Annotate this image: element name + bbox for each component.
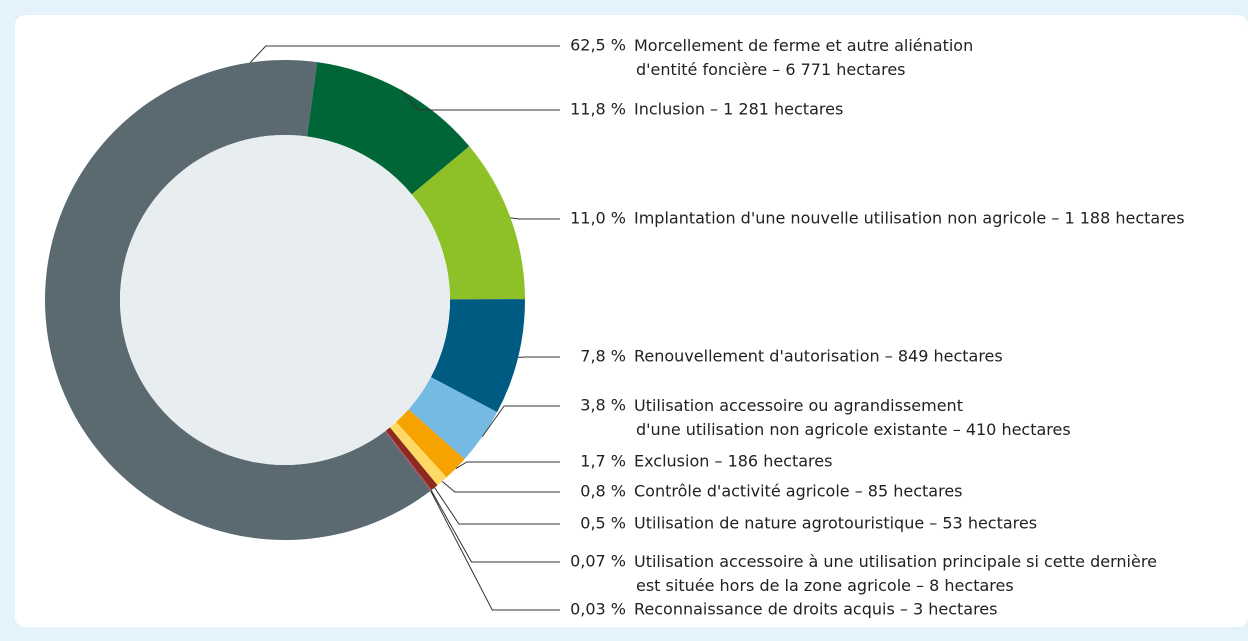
category-label: Contrôle d'activité agricole – 85 hectar…: [634, 482, 963, 501]
leader-line: [481, 405, 560, 437]
category-label: Utilisation accessoire à une utilisation…: [634, 552, 1157, 595]
category-label: Inclusion – 1 281 hectares: [634, 100, 843, 119]
slice: [389, 421, 447, 486]
category-label: Utilisation accessoire ou agrandissement…: [634, 396, 1071, 439]
leader-line: [441, 481, 560, 493]
category-label: Exclusion – 186 hectares: [634, 452, 832, 471]
slice: [430, 299, 525, 413]
category-label: Renouvellement d'autorisation – 849 hect…: [634, 347, 1003, 366]
value-label: 3,8 %: [580, 396, 626, 415]
leader-line: [510, 217, 560, 220]
leader-line: [434, 487, 560, 525]
value-label: 0,5 %: [580, 514, 626, 533]
donut-hole: [120, 135, 450, 465]
leader-line: [249, 45, 560, 63]
value-label: 1,7 %: [580, 452, 626, 471]
category-label: Implantation d'une nouvelle utilisation …: [634, 209, 1185, 228]
slice: [45, 60, 431, 540]
category-label: Utilisation de nature agrotouristique – …: [634, 514, 1037, 533]
slice: [411, 146, 525, 300]
value-label: 7,8 %: [580, 347, 626, 366]
slice: [385, 427, 438, 490]
slice: [385, 430, 432, 491]
slice: [408, 377, 498, 460]
leader-line: [430, 490, 560, 563]
slice: [384, 431, 431, 491]
value-label: 0,8 %: [580, 482, 626, 501]
value-label: 11,0 %: [570, 209, 626, 228]
leader-line: [430, 490, 560, 611]
slice: [307, 62, 470, 195]
leader-line: [455, 461, 560, 469]
value-label: 0,03 %: [570, 600, 626, 619]
leader-line: [400, 89, 560, 111]
category-label: Reconnaissance de droits acquis – 3 hect…: [634, 600, 997, 619]
category-label: Morcellement de ferme et autre aliénatio…: [634, 36, 973, 79]
slice: [396, 409, 465, 478]
value-label: 11,8 %: [570, 100, 626, 119]
value-label: 0,07 %: [570, 552, 626, 571]
value-label: 62,5 %: [570, 36, 626, 55]
